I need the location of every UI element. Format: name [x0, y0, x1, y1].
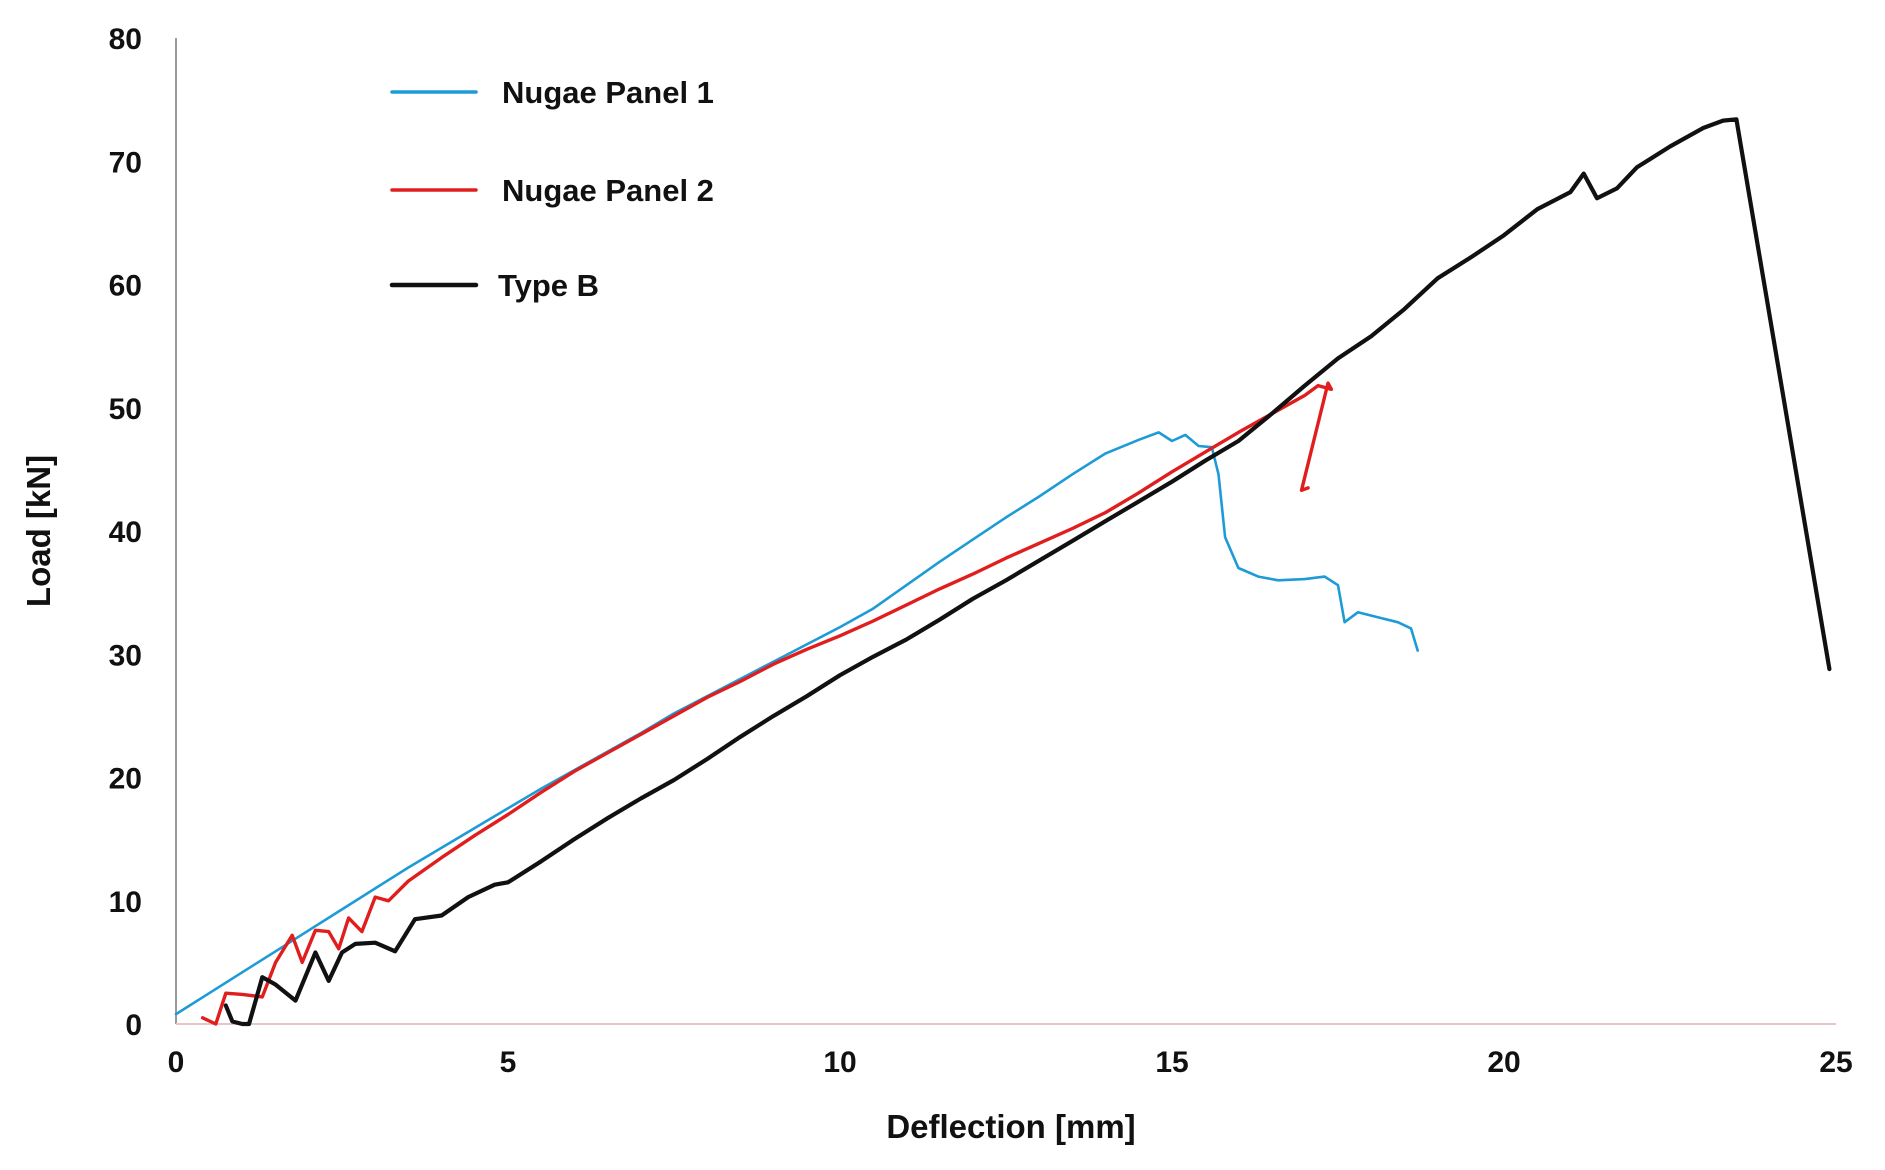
x-axis-title: Deflection [mm] — [886, 1108, 1135, 1145]
y-axis-title: Load [kN] — [20, 455, 57, 607]
y-tick-label: 70 — [109, 146, 142, 179]
y-tick-label: 0 — [125, 1009, 142, 1042]
y-tick-label: 10 — [109, 886, 142, 919]
x-tick-label: 15 — [1155, 1046, 1188, 1079]
y-tick-label: 80 — [109, 23, 142, 56]
legend-item-type-b: Type B — [389, 268, 599, 303]
y-tick-label: 50 — [109, 393, 142, 426]
series-line-type-b — [223, 117, 1832, 1027]
y-tick-label: 60 — [109, 270, 142, 303]
y-tick-label: 20 — [109, 763, 142, 796]
y-tick-label: 40 — [109, 516, 142, 549]
x-tick-label: 10 — [823, 1046, 856, 1079]
legend-item-nugae-panel-2: Nugae Panel 2 — [390, 173, 714, 208]
series-line-nugae-panel-2 — [200, 381, 1334, 1026]
legend: Nugae Panel 1 Nugae Panel 2 Type B — [389, 75, 714, 303]
legend-label: Nugae Panel 1 — [502, 75, 714, 110]
x-tick-label: 5 — [500, 1046, 517, 1079]
x-tick-label: 25 — [1819, 1046, 1852, 1079]
y-tick-label: 30 — [109, 639, 142, 672]
series-lines — [174, 117, 1832, 1027]
legend-label: Nugae Panel 2 — [502, 173, 714, 208]
x-tick-label: 0 — [168, 1046, 185, 1079]
series-line-nugae-panel-1 — [174, 431, 1419, 1016]
legend-item-nugae-panel-1: Nugae Panel 1 — [390, 75, 714, 110]
legend-label: Type B — [498, 268, 599, 303]
x-tick-label: 20 — [1487, 1046, 1520, 1079]
axes: 0 10 20 30 40 50 60 70 80 0 5 10 15 20 25 — [109, 23, 1853, 1079]
